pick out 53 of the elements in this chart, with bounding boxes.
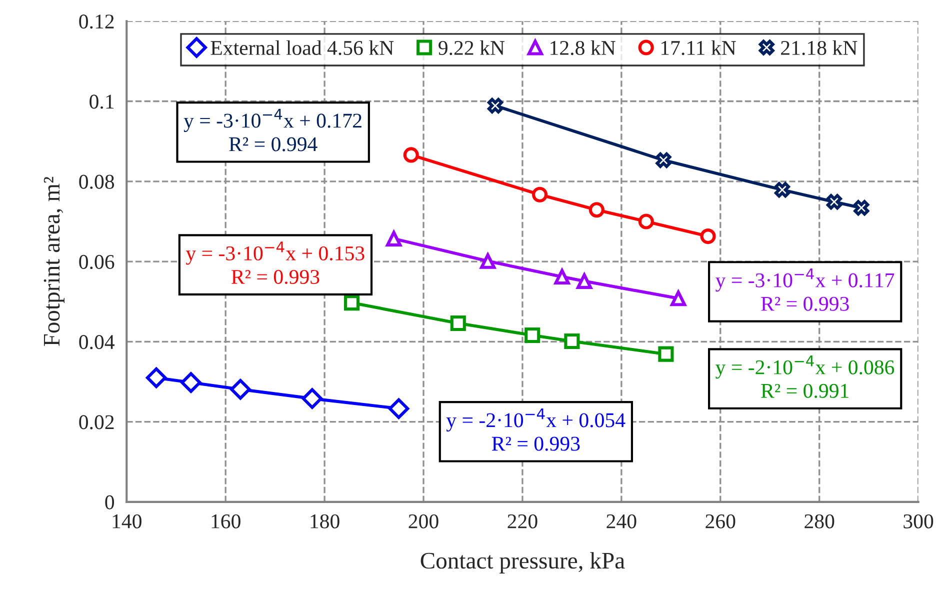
point	[302, 388, 323, 409]
point	[554, 268, 570, 285]
legend-label: 17.11 kN	[661, 40, 736, 56]
x-tick-label: 260	[706, 514, 736, 528]
legend-label: 12.8 kN	[550, 40, 616, 56]
annotation: y = -3·10$^{−4}$x + 0.117 R² = 0.993	[716, 268, 894, 311]
legend-label: 9.22 kN	[438, 40, 505, 56]
point	[180, 372, 202, 393]
point	[450, 315, 466, 332]
point	[656, 152, 672, 168]
point	[564, 333, 580, 350]
point	[230, 378, 251, 400]
x-axis-title: Contact pressure, kPa	[420, 552, 625, 574]
annotation: y = -2·10$^{−4}$x + 0.054 R² = 0.993	[446, 408, 626, 451]
x-tick-label: 160	[212, 514, 240, 528]
point	[588, 202, 604, 218]
point	[638, 214, 654, 230]
x-tick-label: 300	[904, 514, 934, 528]
x-tick-label: 240	[606, 514, 636, 528]
point	[146, 367, 167, 388]
y-tick-label: 0.08	[79, 174, 114, 189]
x-tick-label: 280	[804, 514, 834, 528]
legend-label: External load 4.56 kN	[210, 40, 394, 56]
x-tick-label: 140	[112, 514, 142, 528]
point	[344, 295, 360, 311]
x-tick-label: 220	[508, 514, 538, 528]
point	[774, 182, 790, 198]
point	[524, 327, 540, 344]
x-tick-label: 200	[408, 514, 438, 528]
y-tick-label: 0.06	[79, 254, 114, 270]
point	[854, 200, 870, 216]
x-tick-label: 180	[310, 514, 340, 528]
point	[403, 147, 419, 163]
y-tick-label: 0.04	[79, 335, 114, 350]
point	[532, 186, 548, 202]
y-tick-label: 0	[105, 495, 114, 510]
point	[826, 194, 842, 210]
point	[700, 228, 716, 244]
point	[480, 253, 496, 269]
point	[388, 398, 410, 419]
legend-label: 21.18 kN	[781, 40, 858, 56]
point	[658, 346, 674, 362]
point	[670, 290, 686, 306]
y-tick-label: 0.12	[79, 14, 114, 29]
point	[386, 230, 402, 246]
annotation: y = -2·10$^{−4}$x + 0.086 R² = 0.991	[716, 356, 894, 398]
annotation: y = -3·10$^{−4}$x + 0.153 R² = 0.993	[186, 242, 364, 284]
point	[487, 98, 504, 114]
y-tick-label: 0.1	[90, 94, 114, 109]
y-tick-label: 0.02	[79, 415, 114, 430]
point	[576, 273, 592, 289]
annotation: y = -3·10$^{−4}$x + 0.172 R² = 0.994	[184, 108, 362, 152]
y-axis-title: Footprint area, m²	[44, 176, 64, 346]
